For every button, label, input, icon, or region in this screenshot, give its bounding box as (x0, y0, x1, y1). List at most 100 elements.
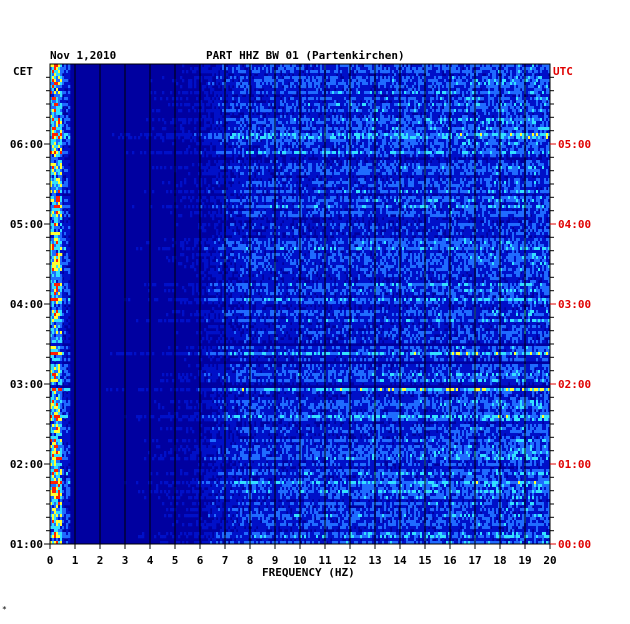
spectrogram-cell (300, 118, 303, 122)
spectrogram-cell (426, 130, 429, 134)
spectrogram-cell (528, 130, 531, 134)
spectrogram-cell (486, 97, 489, 101)
spectrogram-cell (416, 121, 419, 125)
spectrogram-cell (488, 85, 491, 89)
spectrogram-cell (266, 85, 269, 89)
spectrogram-cell (330, 79, 333, 83)
spectrogram-cell (500, 67, 503, 71)
spectrogram-cell (58, 106, 61, 110)
spectrogram-cell (528, 91, 531, 95)
spectrogram-cell (328, 73, 331, 77)
spectrogram-cell (64, 64, 67, 68)
spectrogram-cell (428, 142, 431, 146)
spectrogram-cell (368, 148, 371, 152)
spectrogram-cell (400, 73, 403, 77)
spectrogram-cell (376, 67, 379, 71)
spectrogram-cell (234, 85, 237, 89)
spectrogram-cell (338, 82, 341, 86)
spectrogram-cell (426, 136, 429, 140)
spectrogram-cell (328, 133, 331, 137)
spectrogram-cell (398, 118, 401, 122)
spectrogram-cell (326, 76, 329, 80)
spectrogram-cell (352, 106, 355, 110)
spectrogram-cell (548, 130, 551, 134)
spectrogram-cell (278, 139, 281, 143)
spectrogram-cell (466, 121, 469, 125)
spectrogram-cell (502, 79, 505, 83)
spectrogram-cell (278, 103, 281, 107)
spectrogram-cell (64, 100, 67, 104)
spectrogram-cell (232, 106, 235, 110)
spectrogram-cell (446, 70, 449, 74)
spectrogram-cell (300, 136, 303, 140)
spectrogram-cell (378, 136, 381, 140)
spectrogram-cell (344, 85, 347, 89)
spectrogram-cell (264, 103, 267, 107)
spectrogram-cell (336, 85, 339, 89)
spectrogram-cell (370, 148, 373, 152)
spectrogram-cell (206, 76, 209, 80)
spectrogram-cell (476, 145, 479, 149)
spectrogram-cell (444, 91, 447, 95)
spectrogram-cell (300, 121, 303, 125)
spectrogram-cell (508, 103, 511, 107)
spectrogram-cell (286, 106, 289, 110)
spectrogram-cell (218, 91, 221, 95)
spectrogram-cell (442, 76, 445, 80)
spectrogram-cell (478, 82, 481, 86)
spectrogram-cell (418, 142, 421, 146)
spectrogram-cell (156, 133, 159, 137)
spectrogram-cell (412, 67, 415, 71)
spectrogram-cell (320, 79, 323, 83)
spectrogram-cell (348, 118, 351, 122)
spectrogram-cell (368, 82, 371, 86)
spectrogram-cell (236, 97, 239, 101)
spectrogram-cell (432, 100, 435, 104)
spectrogram-cell (334, 70, 337, 74)
spectrogram-cell (358, 100, 361, 104)
spectrogram-cell (536, 79, 539, 83)
spectrogram-cell (298, 130, 301, 134)
spectrogram-cell (508, 91, 511, 95)
spectrogram-cell (442, 64, 445, 68)
spectrogram-cell (502, 106, 505, 110)
spectrogram-cell (434, 118, 437, 122)
spectrogram-cell (442, 85, 445, 89)
spectrogram-cell (536, 142, 539, 146)
spectrogram-cell (230, 82, 233, 86)
spectrogram-cell (232, 136, 235, 140)
spectrogram-cell (230, 130, 233, 134)
spectrogram-cell (532, 145, 535, 149)
spectrogram-cell (388, 82, 391, 86)
spectrogram-cell (438, 64, 441, 68)
spectrogram-cell (62, 136, 65, 140)
spectrogram-cell (510, 64, 513, 68)
spectrogram-cell (60, 124, 63, 128)
spectrogram-cell (202, 109, 205, 113)
spectrogram-cell (262, 145, 265, 149)
spectrogram-cell (410, 73, 413, 77)
spectrogram-cell (326, 109, 329, 113)
spectrogram-cell (470, 130, 473, 134)
spectrogram-cell (460, 139, 463, 143)
spectrogram-cell (236, 121, 239, 125)
spectrogram-cell (194, 136, 197, 140)
spectrogram-cell (252, 130, 255, 134)
spectrogram-cell (210, 91, 213, 95)
spectrogram-cell (544, 106, 547, 110)
spectrogram-cell (322, 103, 325, 107)
spectrogram-cell (368, 109, 371, 113)
spectrogram-cell (408, 85, 411, 89)
spectrogram-cell (478, 64, 481, 68)
spectrogram-cell (320, 130, 323, 134)
spectrogram-cell (384, 88, 387, 92)
spectrogram-cell (542, 139, 545, 143)
spectrogram-cell (312, 70, 315, 74)
spectrogram-cell (482, 82, 485, 86)
spectrogram-cell (504, 91, 507, 95)
spectrogram-cell (184, 91, 187, 95)
spectrogram-cell (462, 118, 465, 122)
spectrogram-cell (500, 133, 503, 137)
spectrogram-cell (476, 73, 479, 77)
spectrogram-cell (158, 118, 161, 122)
